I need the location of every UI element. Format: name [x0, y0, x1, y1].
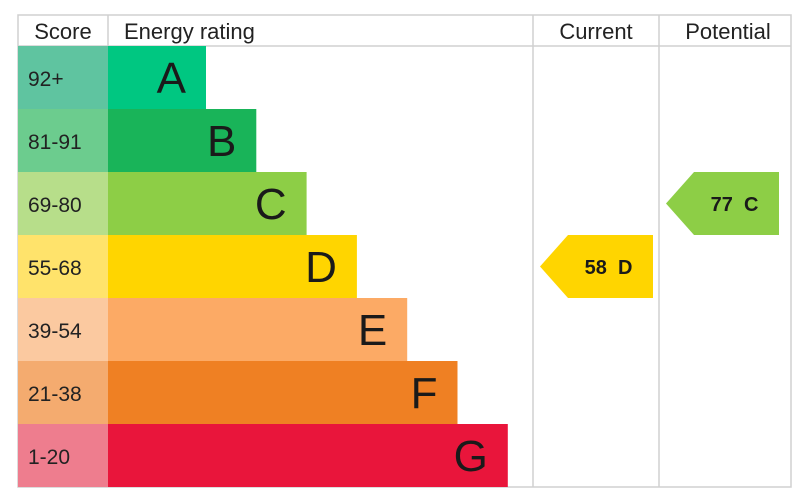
band-bar-b — [108, 109, 257, 172]
score-cell-e — [18, 298, 108, 361]
current-marker — [540, 235, 653, 298]
band-letter-a: A — [157, 54, 187, 103]
score-cell-b — [18, 109, 108, 172]
band-letter-b: B — [207, 117, 236, 166]
score-cell-d — [18, 235, 108, 298]
band-letter-g: G — [454, 432, 488, 481]
header-current: Current — [559, 19, 632, 44]
band-letter-e: E — [358, 306, 387, 355]
score-cell-c — [18, 172, 108, 235]
score-label-d: 55-68 — [28, 257, 82, 280]
score-cell-a — [18, 46, 108, 109]
band-letter-c: C — [255, 180, 287, 229]
band-letter-f: F — [411, 369, 438, 418]
band-bar-e — [108, 298, 408, 361]
rating-markers: 58 D 77 C — [540, 172, 779, 298]
band-bar-d — [108, 235, 357, 298]
rating-bands: 92+ A 81-91 B 69-80 C 55-68 D 39-54 E 21-38 F 1-20 G — [18, 46, 508, 487]
band-bar-a — [108, 46, 206, 109]
score-label-a: 92+ — [28, 68, 64, 91]
header-potential: Potential — [685, 19, 771, 44]
header-energy-rating: Energy rating — [124, 19, 255, 44]
score-label-f: 21-38 — [28, 383, 82, 406]
score-cell-g — [18, 424, 108, 487]
potential-marker — [666, 172, 779, 235]
score-cell-f — [18, 361, 108, 424]
header-score: Score — [34, 19, 91, 44]
score-label-b: 81-91 — [28, 131, 82, 154]
band-bar-f — [108, 361, 458, 424]
band-bar-c — [108, 172, 307, 235]
score-label-c: 69-80 — [28, 194, 82, 217]
current-marker-label: 58 D — [585, 257, 633, 279]
score-label-e: 39-54 — [28, 320, 82, 343]
score-label-g: 1-20 — [28, 446, 70, 469]
band-letter-d: D — [305, 243, 337, 292]
band-bar-g — [108, 424, 508, 487]
potential-marker-label: 77 C — [711, 194, 759, 216]
